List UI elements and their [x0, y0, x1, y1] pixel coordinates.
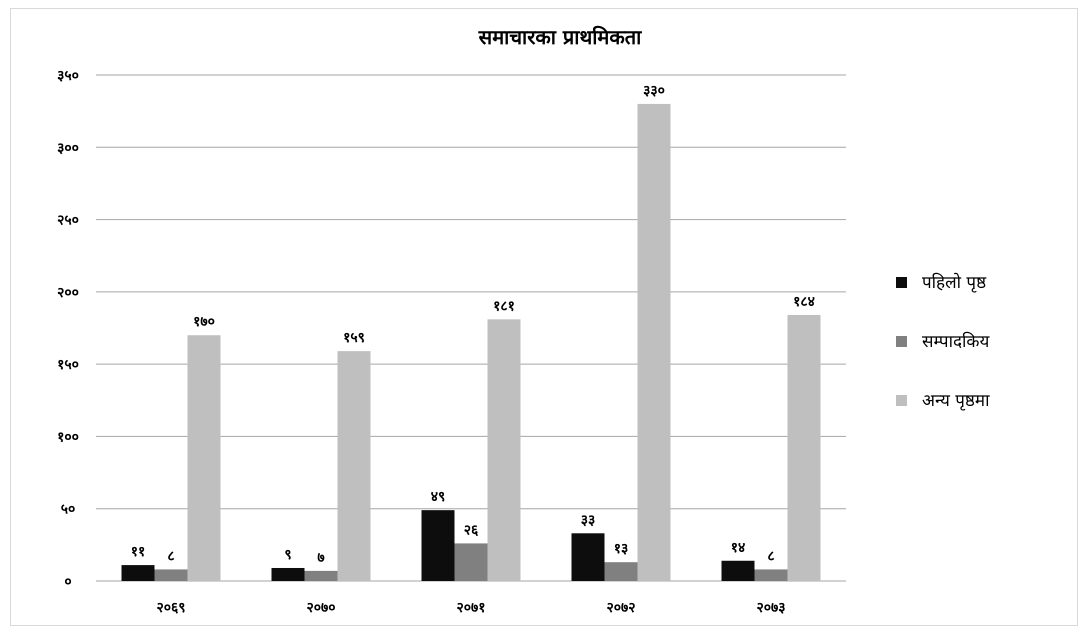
- legend-swatch: [896, 277, 907, 288]
- bar: [637, 103, 671, 582]
- data-label: ९: [284, 547, 291, 563]
- data-label: १८१: [493, 298, 515, 314]
- data-label: ७: [317, 550, 324, 566]
- data-label: ८: [767, 548, 774, 564]
- data-label: १७०: [193, 314, 215, 330]
- data-label: ३३०: [643, 83, 665, 99]
- bar: [721, 560, 755, 581]
- bar: [154, 569, 188, 581]
- data-label: १४: [731, 540, 746, 556]
- bar: [754, 569, 788, 581]
- data-label: ८: [167, 548, 174, 564]
- data-label: १३: [614, 541, 629, 557]
- data-labels: ११ ८ १७० ९ ७ १५९ ४९ २६ १८१ ३३ १३ ३३० १४ ८ १८४: [131, 83, 815, 566]
- bar: [271, 567, 305, 581]
- y-axis-ticks: ० ५० १०० १५० २०० २५० ३०० ३५०: [57, 68, 79, 590]
- bar: [304, 570, 338, 581]
- x-axis-ticks: २०६९ २०७० २०७१ २०७२ २०७३: [156, 600, 785, 616]
- data-label: १८४: [793, 294, 815, 310]
- legend-label: अन्य पृष्ठमा: [922, 391, 990, 411]
- y-tick-label: २००: [57, 285, 79, 301]
- bar: [604, 562, 638, 581]
- legend: पहिलो पृष्ठ सम्पादकिय अन्य पृष्ठमा: [896, 272, 990, 411]
- legend-swatch: [896, 395, 907, 406]
- y-tick-label: ०: [64, 574, 71, 590]
- bar: [487, 319, 521, 581]
- chart-frame: [10, 8, 1078, 626]
- data-label: १५९: [343, 330, 365, 346]
- bar: [454, 543, 488, 581]
- data-label: ४९: [431, 489, 446, 505]
- x-tick-label: २०६९: [156, 600, 185, 616]
- bar: [337, 351, 371, 581]
- chart-title: समाचारका प्राथमिकता: [478, 25, 642, 49]
- bars: [121, 103, 821, 582]
- bar: [571, 533, 605, 581]
- y-tick-label: ३५०: [57, 68, 79, 84]
- y-tick-label: ५०: [61, 502, 76, 518]
- y-tick-label: २५०: [57, 213, 79, 229]
- bar: [787, 314, 821, 581]
- y-tick-label: ३००: [57, 140, 79, 156]
- x-tick-label: २०७०: [306, 600, 335, 616]
- data-label: २६: [464, 522, 479, 538]
- bar: [121, 565, 155, 581]
- legend-label: पहिलो पृष्ठ: [922, 272, 987, 293]
- gridlines: [96, 74, 846, 582]
- x-tick-label: २०७२: [606, 600, 635, 616]
- y-tick-label: १००: [57, 429, 79, 445]
- bar: [187, 335, 221, 581]
- x-tick-label: २०७३: [756, 600, 785, 616]
- data-label: ३३: [581, 512, 596, 528]
- data-label: ११: [131, 544, 146, 560]
- x-tick-label: २०७१: [456, 600, 485, 616]
- legend-swatch: [896, 336, 907, 347]
- bar: [421, 510, 455, 581]
- legend-label: सम्पादकिय: [922, 331, 990, 352]
- y-tick-label: १५०: [57, 357, 79, 373]
